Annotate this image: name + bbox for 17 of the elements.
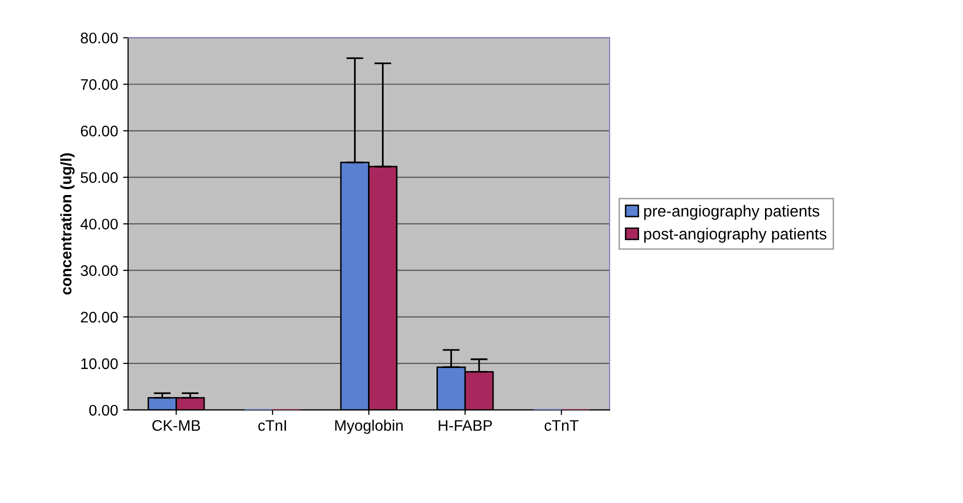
y-tick-label: 30.00 — [80, 265, 118, 276]
y-tick-label: 20.00 — [80, 312, 118, 323]
y-tick-label: 50.00 — [80, 172, 118, 183]
y-tick-label: 80.00 — [80, 32, 118, 44]
y-axis-title: concentration (ug/l) — [60, 153, 75, 295]
y-tick-label: 40.00 — [80, 218, 118, 230]
y-tick-label: 0.00 — [89, 404, 118, 416]
y-tick-label: 70.00 — [80, 79, 118, 90]
x-tick-label: Myoglobin — [335, 420, 403, 434]
y-tick-label: 60.00 — [80, 126, 118, 136]
x-tick-label: CK-MB — [152, 420, 200, 431]
x-tick-label: cTnT — [544, 420, 578, 431]
legend-label: post-angiography patients — [644, 228, 826, 243]
x-tick-label: H-FABP — [438, 420, 492, 431]
x-tick-label: cTnI — [258, 420, 286, 431]
y-tick-label: 10.00 — [81, 358, 118, 370]
legend-label: pre-angiography patients — [644, 204, 820, 220]
